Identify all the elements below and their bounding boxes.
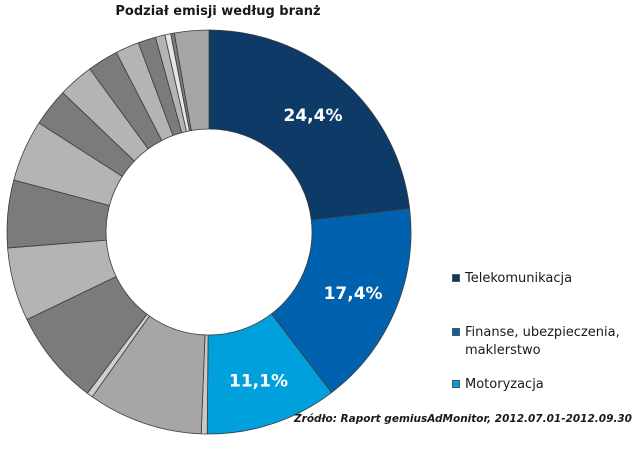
donut-labels: 24,4% 17,4% 11,1%: [229, 106, 383, 392]
legend-swatch: [452, 380, 460, 388]
donut-slice-1: [271, 207, 412, 393]
legend-label: Telekomunikacja: [465, 271, 573, 286]
source-note: Źródło: Raport gemiusAdMonitor, 2012.07.…: [294, 413, 632, 425]
chart-title: Podział emisji według branż: [115, 4, 321, 19]
slice-value-label-0: 24,4%: [284, 106, 343, 126]
legend-swatch: [452, 328, 460, 336]
legend-swatch: [452, 274, 460, 282]
legend-label: Finanse, ubezpieczenia, maklerstwo: [465, 325, 620, 358]
slice-value-label-2: 11,1%: [229, 372, 288, 392]
slice-value-label-1: 17,4%: [324, 284, 383, 304]
donut-slice-0: [208, 29, 410, 221]
legend-label: Motoryzacja: [465, 377, 544, 392]
donut-slices: [6, 29, 412, 435]
donut-slice-18: [173, 29, 210, 131]
